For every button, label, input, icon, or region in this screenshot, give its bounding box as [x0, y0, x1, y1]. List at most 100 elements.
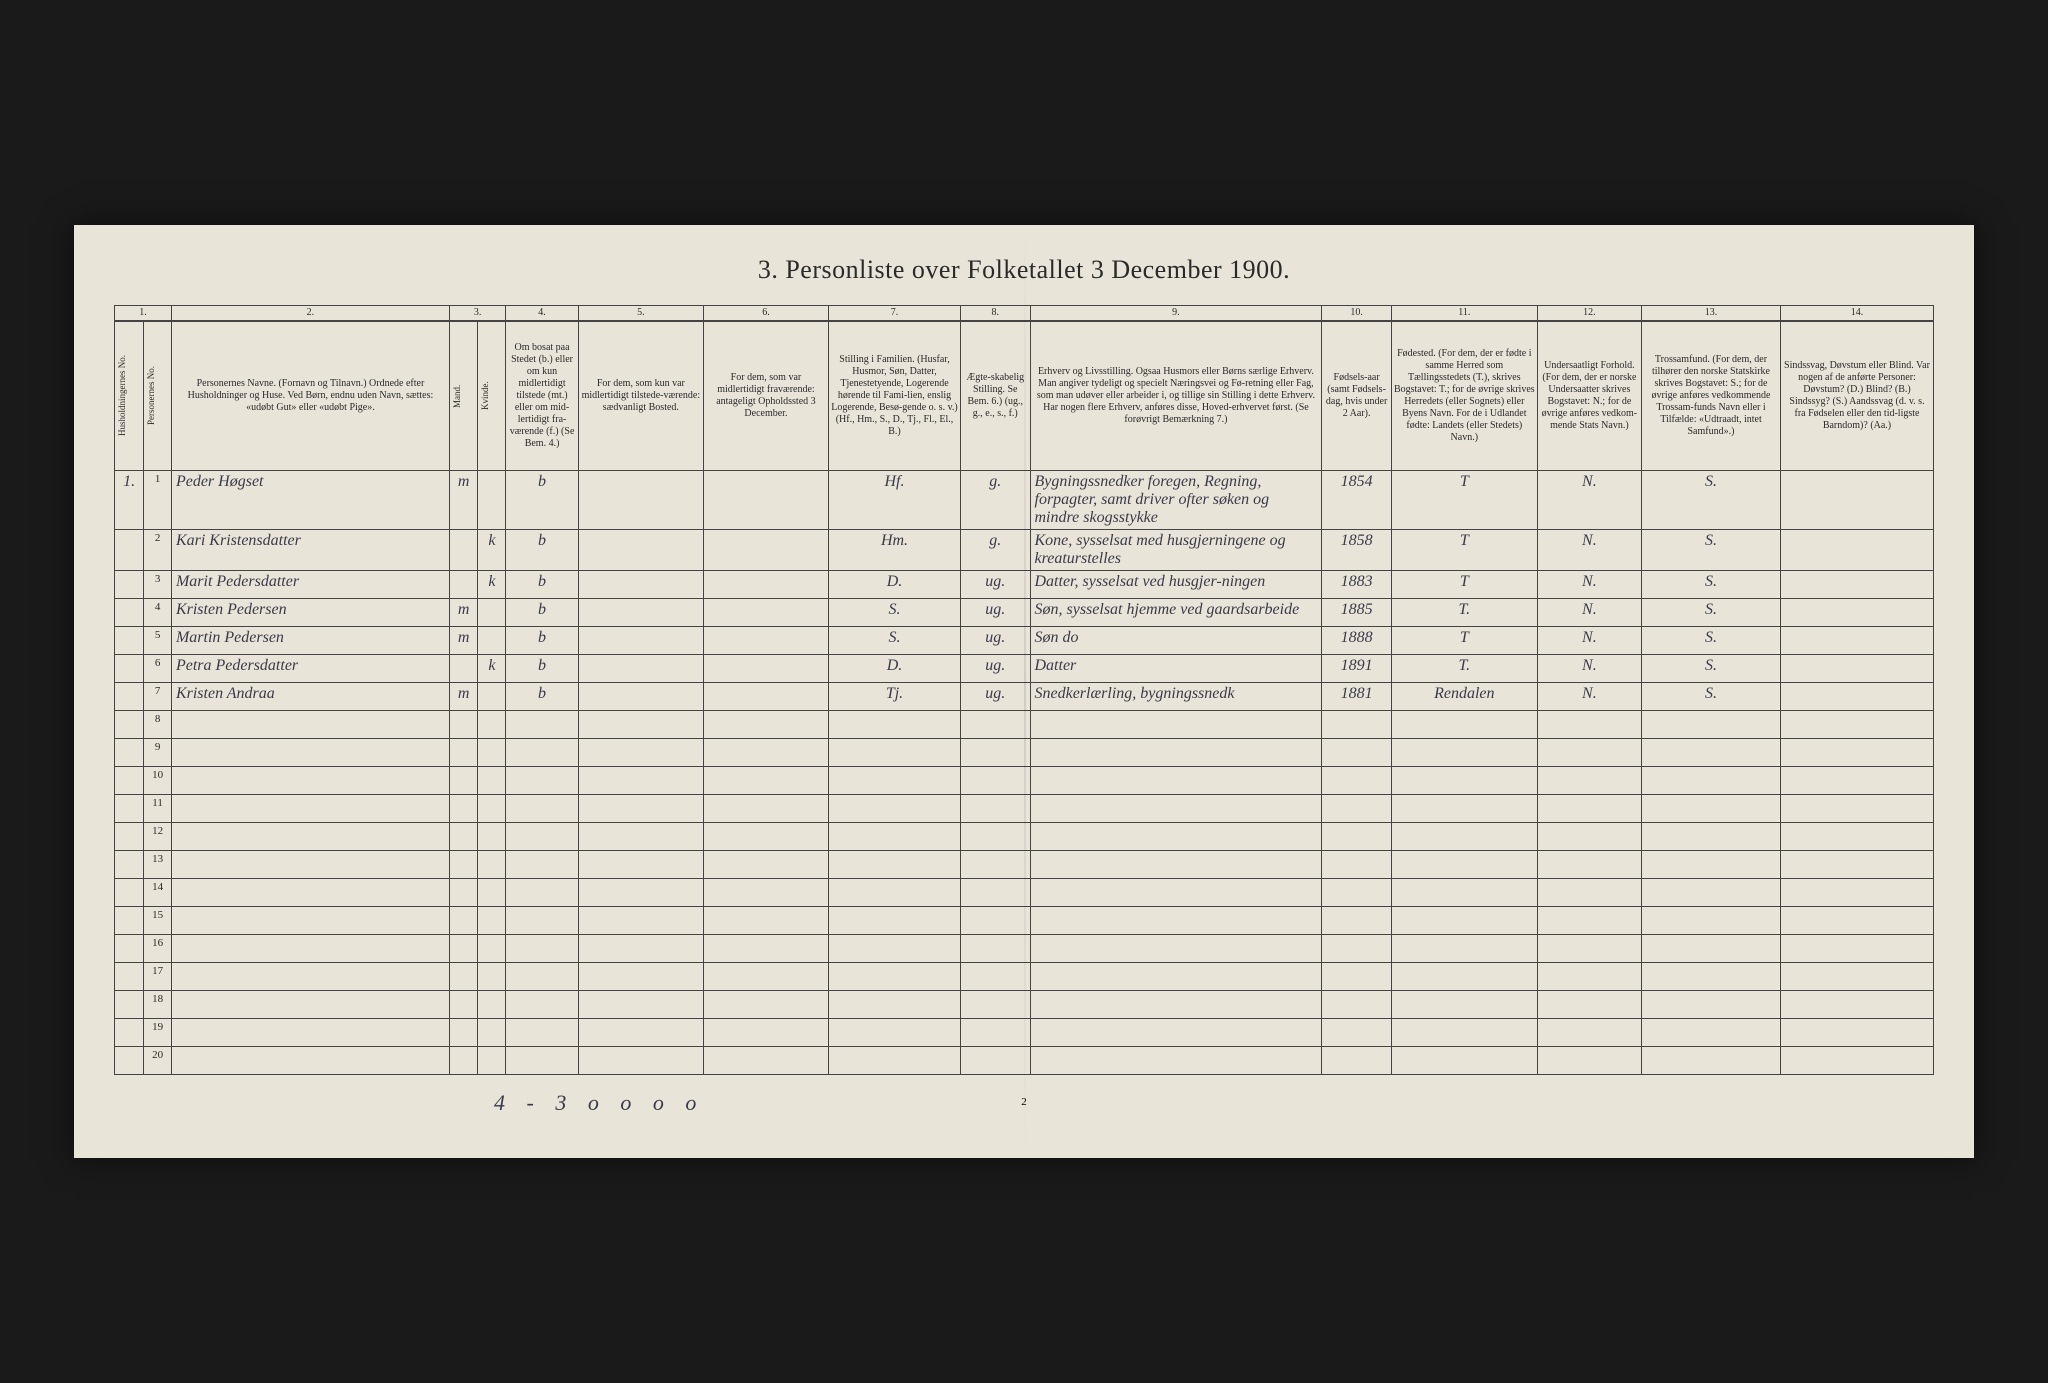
- table-row-empty: 8: [115, 711, 1934, 739]
- cell-person-num: 9: [144, 739, 172, 767]
- cell-citizen: N.: [1537, 627, 1641, 655]
- cell-citizen: N.: [1537, 655, 1641, 683]
- cell-religion: [1642, 711, 1781, 739]
- cell-visiting: [703, 879, 828, 907]
- cell-sex-m: [449, 571, 478, 599]
- cell-name: Peder Høgset: [171, 471, 449, 530]
- cell-status: [506, 711, 579, 739]
- cell-person-num: 10: [144, 767, 172, 795]
- cell-religion: [1642, 935, 1781, 963]
- cell-occupation: [1030, 907, 1322, 935]
- cell-away: [578, 907, 703, 935]
- cell-birthplace: [1391, 711, 1537, 739]
- col-num-3: 3.: [449, 306, 505, 322]
- cell-marital: [961, 795, 1030, 823]
- cell-status: [506, 1019, 579, 1047]
- cell-occupation: Snedkerlærling, bygningssnedk: [1030, 683, 1322, 711]
- cell-visiting: [703, 823, 828, 851]
- cell-away: [578, 1047, 703, 1075]
- cell-away: [578, 739, 703, 767]
- cell-infirm: [1780, 599, 1933, 627]
- cell-family: [828, 851, 960, 879]
- header-visiting: For dem, som var midlertidigt fraværende…: [703, 321, 828, 471]
- cell-citizen: N.: [1537, 571, 1641, 599]
- cell-person-num: 11: [144, 795, 172, 823]
- cell-away: [578, 991, 703, 1019]
- cell-religion: [1642, 767, 1781, 795]
- cell-household: [115, 907, 144, 935]
- cell-marital: [961, 991, 1030, 1019]
- cell-visiting: [703, 599, 828, 627]
- cell-family: [828, 823, 960, 851]
- cell-birthplace: T: [1391, 530, 1537, 571]
- cell-occupation: Datter, sysselsat ved husgjer-ningen: [1030, 571, 1322, 599]
- table-row-empty: 13: [115, 851, 1934, 879]
- cell-year: 1888: [1322, 627, 1391, 655]
- cell-citizen: [1537, 935, 1641, 963]
- cell-away: [578, 711, 703, 739]
- cell-year: [1322, 991, 1391, 1019]
- cell-sex-k: [478, 795, 506, 823]
- table-row-empty: 20: [115, 1047, 1934, 1075]
- col-num-1: 1.: [115, 306, 172, 322]
- cell-religion: S.: [1642, 655, 1781, 683]
- cell-sex-m: m: [449, 627, 478, 655]
- cell-infirm: [1780, 471, 1933, 530]
- cell-birthplace: [1391, 851, 1537, 879]
- cell-name: Petra Pedersdatter: [171, 655, 449, 683]
- header-person: Personernes No.: [146, 326, 157, 466]
- cell-citizen: [1537, 851, 1641, 879]
- col-num-11: 11.: [1391, 306, 1537, 322]
- cell-visiting: [703, 739, 828, 767]
- cell-birthplace: [1391, 963, 1537, 991]
- cell-birthplace: T.: [1391, 599, 1537, 627]
- cell-visiting: [703, 471, 828, 530]
- cell-family: Hf.: [828, 471, 960, 530]
- table-row: 1. 1 Peder Høgset m b Hf. g. Bygningssne…: [115, 471, 1934, 530]
- cell-status: b: [506, 571, 579, 599]
- cell-status: [506, 963, 579, 991]
- cell-household: [115, 823, 144, 851]
- cell-sex-k: [478, 1019, 506, 1047]
- cell-visiting: [703, 767, 828, 795]
- cell-visiting: [703, 907, 828, 935]
- cell-occupation: [1030, 767, 1322, 795]
- cell-family: [828, 963, 960, 991]
- cell-birthplace: [1391, 1047, 1537, 1075]
- cell-status: [506, 851, 579, 879]
- table-row-empty: 10: [115, 767, 1934, 795]
- header-infirm: Sindssvag, Døvstum eller Blind. Var noge…: [1780, 321, 1933, 471]
- table-row-empty: 18: [115, 991, 1934, 1019]
- cell-sex-m: [449, 795, 478, 823]
- cell-marital: [961, 935, 1030, 963]
- cell-household: 1.: [115, 471, 144, 530]
- cell-household: [115, 795, 144, 823]
- cell-status: b: [506, 599, 579, 627]
- cell-sex-k: [478, 851, 506, 879]
- col-num-9: 9.: [1030, 306, 1322, 322]
- table-row: 2 Kari Kristensdatter k b Hm. g. Kone, s…: [115, 530, 1934, 571]
- table-body: 1. 1 Peder Høgset m b Hf. g. Bygningssne…: [115, 471, 1934, 1075]
- cell-infirm: [1780, 627, 1933, 655]
- cell-household: [115, 683, 144, 711]
- cell-infirm: [1780, 991, 1933, 1019]
- cell-occupation: Søn, sysselsat hjemme ved gaardsarbeide: [1030, 599, 1322, 627]
- cell-status: [506, 907, 579, 935]
- cell-visiting: [703, 655, 828, 683]
- cell-marital: [961, 739, 1030, 767]
- cell-sex-m: [449, 851, 478, 879]
- cell-year: [1322, 851, 1391, 879]
- cell-away: [578, 655, 703, 683]
- cell-family: [828, 711, 960, 739]
- cell-sex-m: m: [449, 599, 478, 627]
- cell-religion: S.: [1642, 599, 1781, 627]
- cell-occupation: [1030, 879, 1322, 907]
- cell-household: [115, 1019, 144, 1047]
- cell-sex-k: [478, 963, 506, 991]
- cell-birthplace: [1391, 991, 1537, 1019]
- cell-sex-m: [449, 935, 478, 963]
- cell-infirm: [1780, 851, 1933, 879]
- cell-sex-k: [478, 627, 506, 655]
- cell-infirm: [1780, 571, 1933, 599]
- cell-sex-m: [449, 1047, 478, 1075]
